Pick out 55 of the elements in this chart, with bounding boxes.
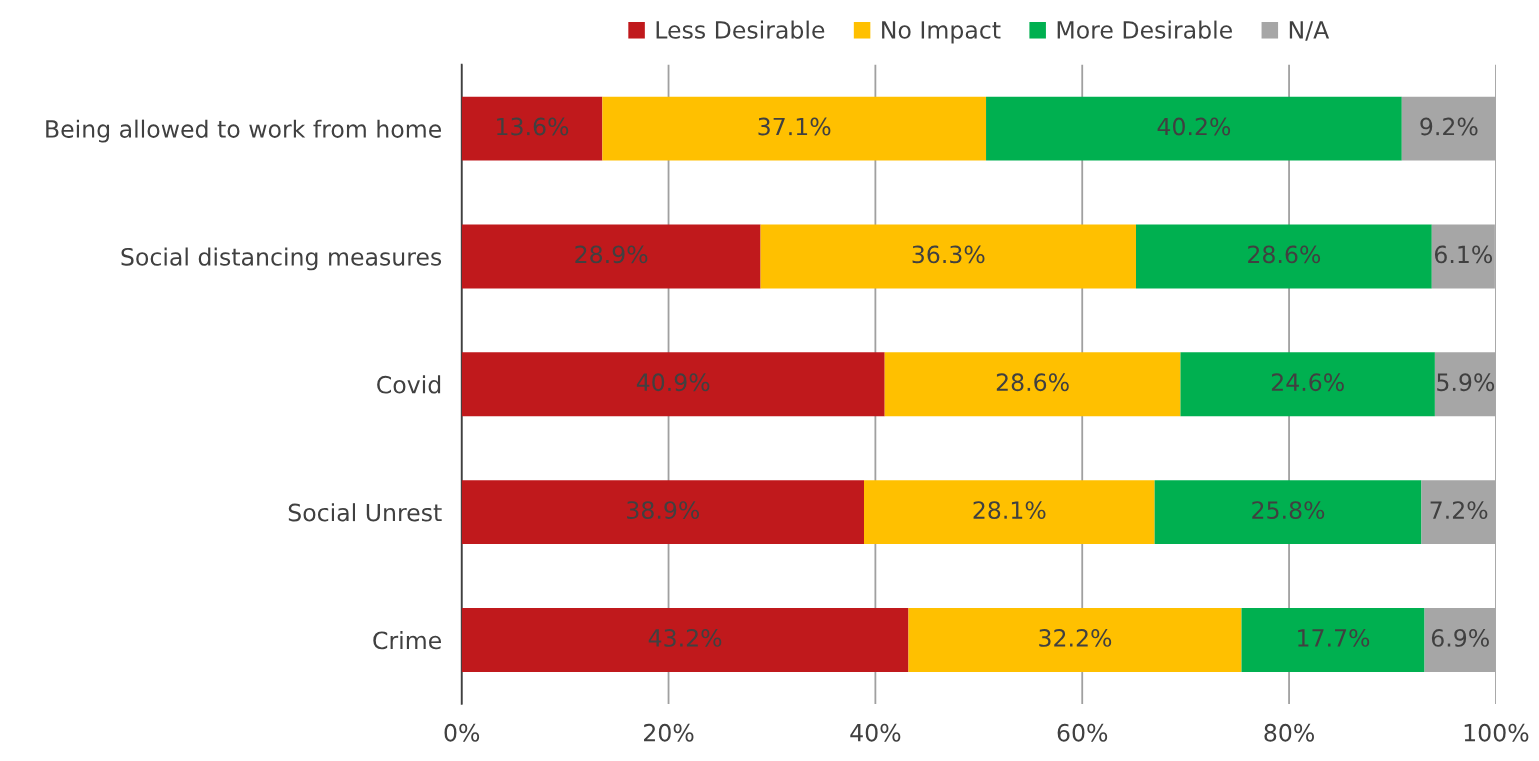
- bar: [461, 96, 603, 161]
- bar: [602, 96, 987, 161]
- bar: [461, 352, 885, 417]
- bar: [864, 480, 1155, 545]
- data-label: 28.6%: [996, 373, 1069, 392]
- data-label: 32.2%: [1039, 628, 1112, 647]
- bar: [461, 608, 909, 672]
- y-tick-label: Covid: [377, 375, 441, 394]
- bar: [760, 224, 1136, 289]
- x-tick-label: 60%: [1057, 723, 1108, 742]
- legend-label: No Impact: [882, 21, 1001, 44]
- data-label: 6.1%: [1434, 245, 1493, 264]
- bar: [1241, 608, 1425, 672]
- bar: [461, 480, 865, 545]
- data-label: 5.9%: [1437, 373, 1495, 392]
- data-label: 24.6%: [1271, 373, 1344, 392]
- bar: [1401, 96, 1496, 161]
- bar: [986, 96, 1402, 161]
- y-tick-label: Social Unrest: [288, 503, 442, 522]
- x-tick-label: 40%: [850, 723, 901, 742]
- x-tick-label: 20%: [644, 723, 694, 742]
- bar: [1154, 480, 1422, 545]
- data-label: 28.1%: [973, 501, 1046, 519]
- data-label: 40.2%: [1157, 117, 1231, 136]
- bar: [1424, 608, 1496, 672]
- data-label: 9.2%: [1420, 117, 1478, 136]
- y-tick-label: Being allowed to work from home: [46, 119, 441, 143]
- y-tick-label: Social distancing measures: [121, 247, 442, 271]
- data-label: 38.9%: [627, 501, 700, 519]
- x-tick-label: 100%: [1464, 723, 1529, 742]
- bar: [1136, 224, 1432, 289]
- data-label: 25.8%: [1252, 501, 1325, 519]
- bar: [884, 352, 1181, 417]
- data-label: 17.7%: [1298, 628, 1370, 647]
- x-tick-label: 80%: [1264, 723, 1314, 742]
- data-label: 7.2%: [1430, 501, 1488, 519]
- y-tick-label: Crime: [373, 631, 441, 650]
- bar: [1421, 480, 1496, 545]
- bar: [461, 224, 761, 289]
- data-label: 6.9%: [1431, 628, 1489, 647]
- bar: [1434, 352, 1496, 417]
- data-label: 28.6%: [1248, 245, 1321, 264]
- data-label: 43.2%: [648, 628, 722, 647]
- legend-label: Less Desirable: [656, 20, 825, 39]
- bar: [908, 608, 1242, 672]
- data-label: 37.1%: [758, 117, 831, 136]
- legend-label: N/A: [1289, 21, 1330, 41]
- legend-label: More Desirable: [1057, 20, 1232, 39]
- data-label: 36.3%: [912, 245, 985, 264]
- bar: [1180, 352, 1435, 417]
- data-label: 13.6%: [497, 117, 569, 136]
- data-label: 40.9%: [636, 373, 710, 392]
- data-label: 28.9%: [575, 245, 648, 264]
- bar: [1431, 224, 1495, 289]
- x-tick-label: 0%: [444, 723, 480, 742]
